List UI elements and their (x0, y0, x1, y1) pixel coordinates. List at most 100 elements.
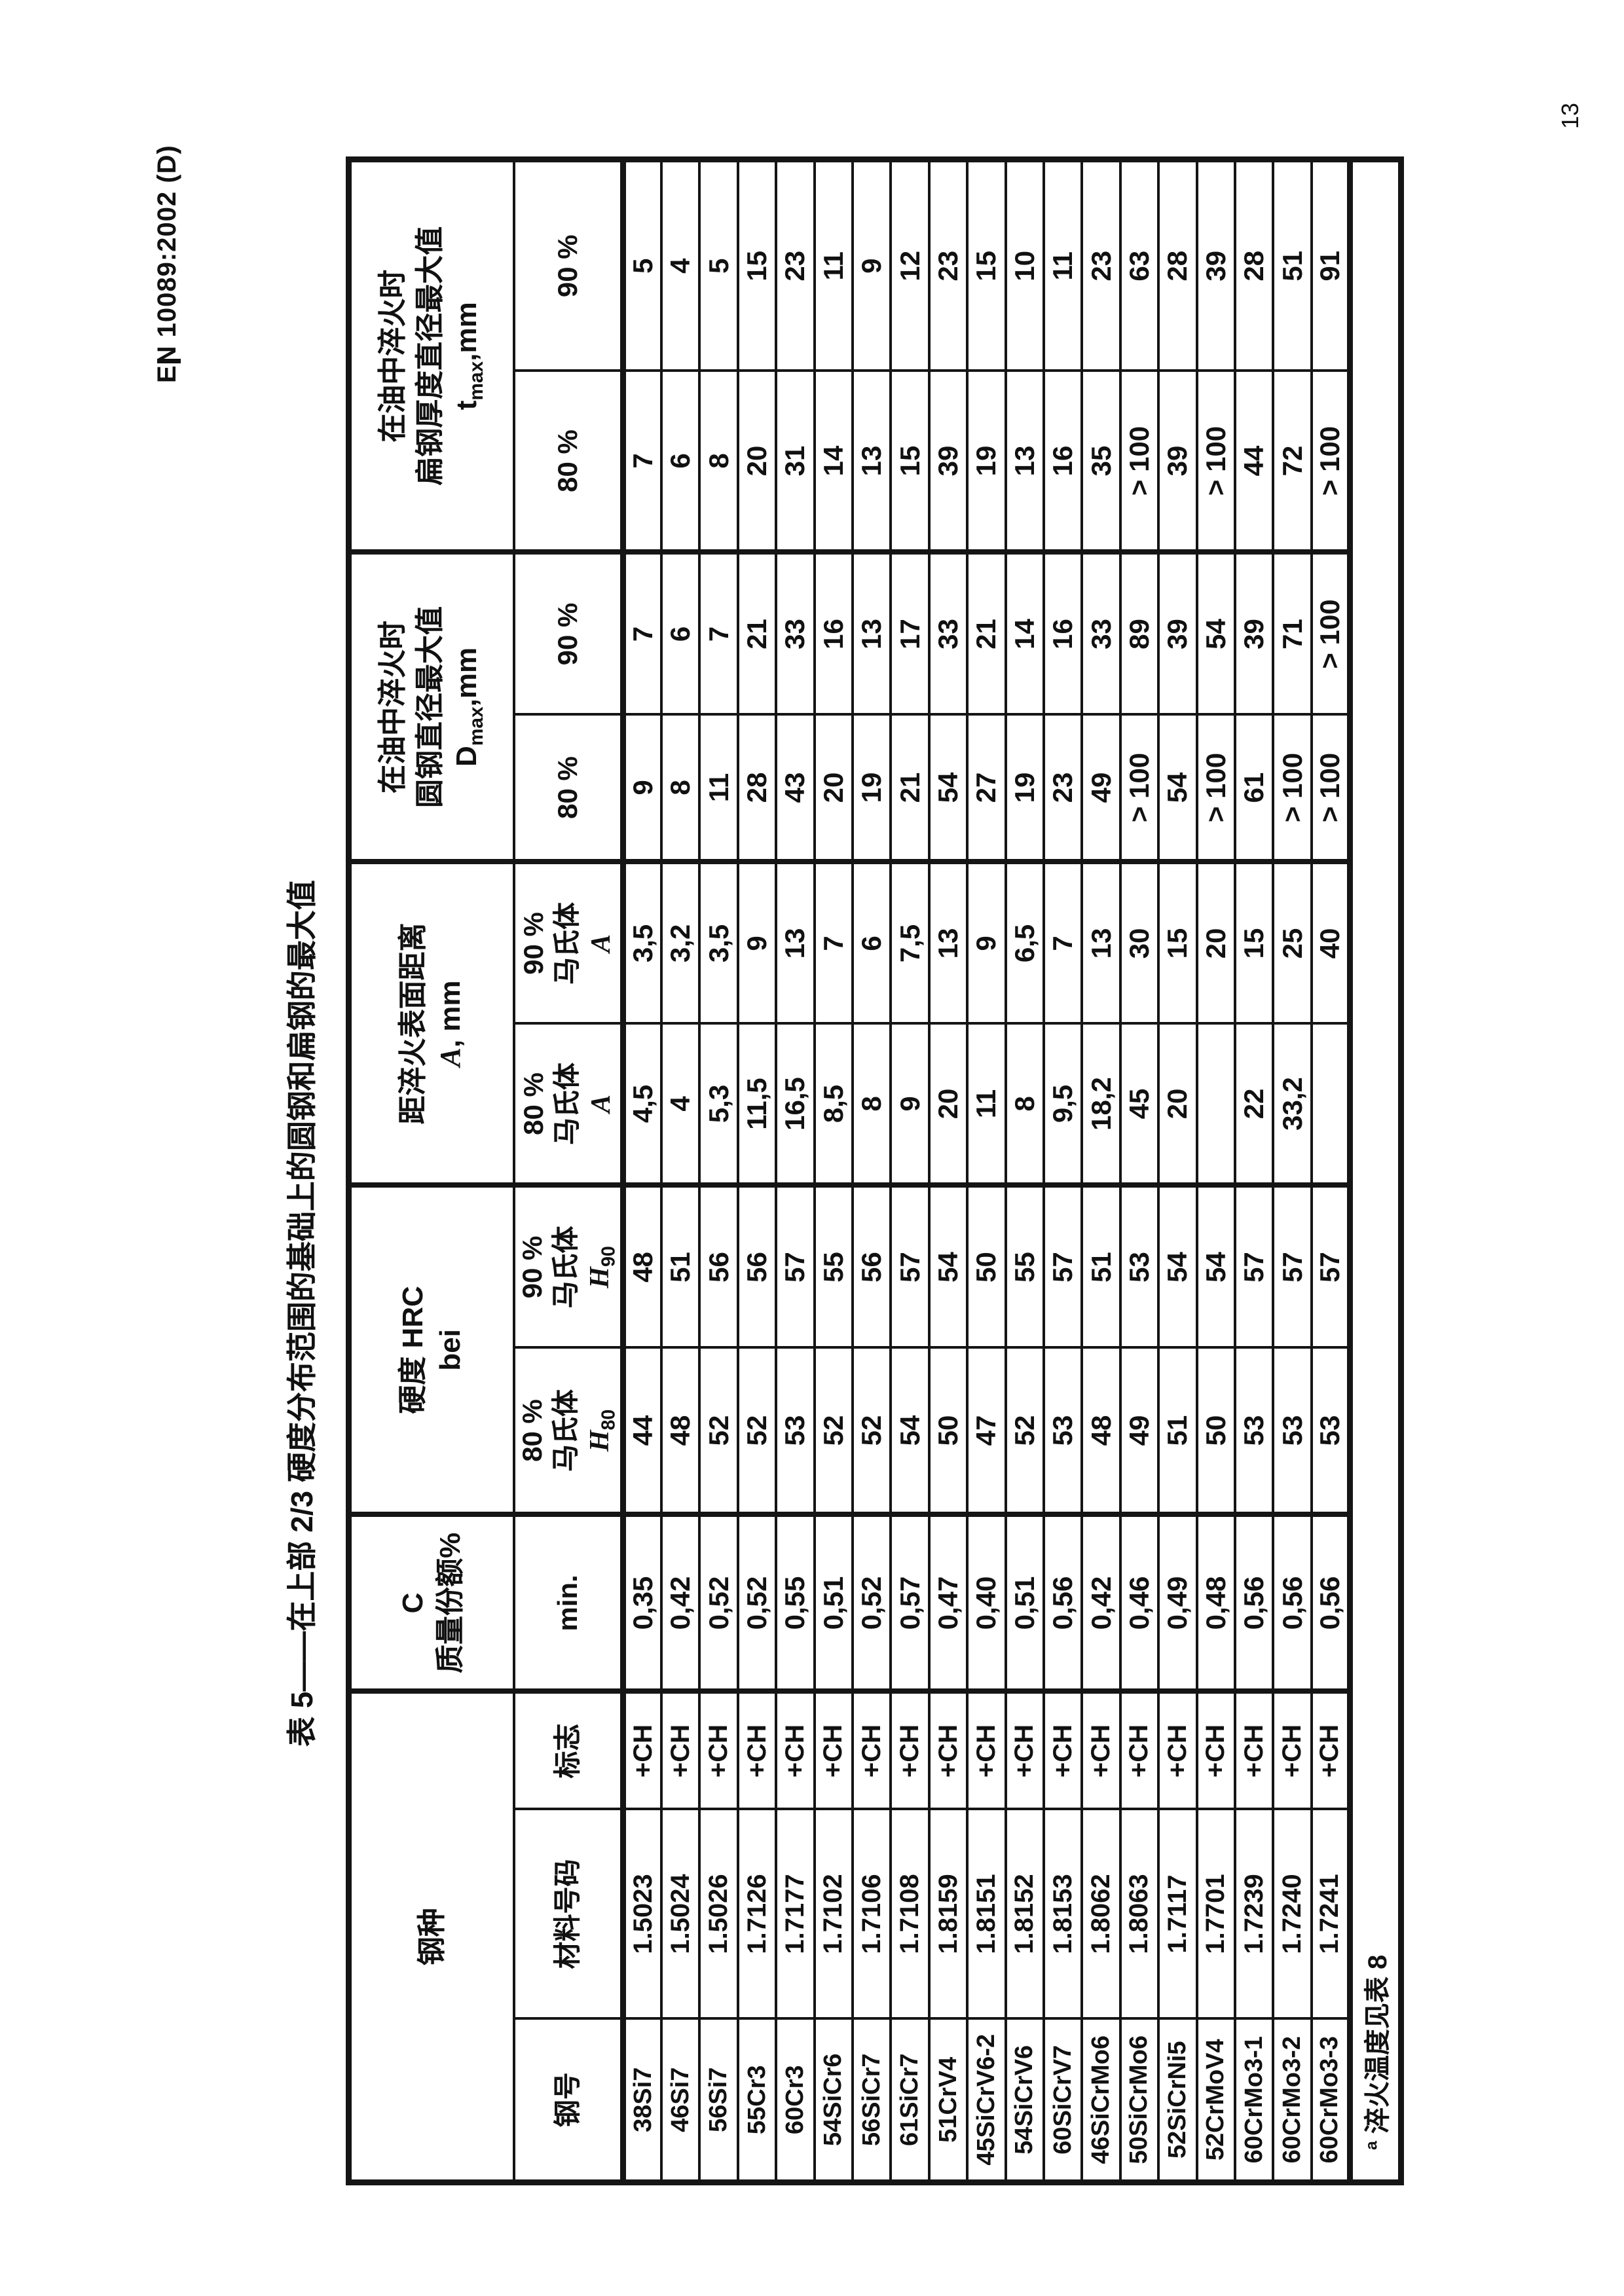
cell-t90: 12 (891, 159, 929, 371)
cell-mark: +CH (1273, 1691, 1312, 1810)
cell-name: 50SiCrMo6 (1120, 2018, 1159, 2183)
round-label-line3: Dmax,mm (449, 555, 489, 859)
cell-d90: 71 (1273, 552, 1312, 715)
cell-t80: 15 (891, 371, 929, 553)
cell-c_min: 0,42 (1082, 1514, 1120, 1692)
cell-a90: 15 (1158, 862, 1197, 1024)
cell-number: 1.7241 (1311, 1809, 1350, 2019)
cell-number: 1.8062 (1082, 1809, 1120, 2019)
cell-a80: 45 (1120, 1023, 1159, 1186)
cell-c_min: 0,51 (814, 1514, 853, 1692)
cell-t90: 10 (1005, 159, 1044, 371)
cell-a80 (1311, 1023, 1350, 1186)
cell-c_min: 0,56 (1044, 1514, 1082, 1692)
flat-label-line1: 在油中淬火时 (377, 269, 409, 443)
cell-c_min: 0,35 (623, 1514, 662, 1692)
cell-h80: 52 (1005, 1347, 1044, 1515)
cell-a90: 7,5 (891, 862, 929, 1024)
cell-d90: 33 (929, 552, 968, 715)
cell-a80: 16,5 (776, 1023, 815, 1186)
cell-mark: +CH (699, 1691, 738, 1810)
cell-a90: 9 (967, 862, 1006, 1024)
cell-a90: 25 (1273, 862, 1312, 1024)
cell-t90: 23 (776, 159, 815, 371)
cell-h80: 48 (1082, 1347, 1120, 1515)
table-row: 60CrMo3-2 1.7240 +CH 0,56 53 57 33,2 25 > 100 71 7… (1273, 159, 1312, 2183)
table-row: 61SiCr7 1.7108 +CH 0,57 54 57 9 7,5 21 17 15 12 (891, 159, 929, 2183)
cell-t80: 8 (699, 371, 738, 553)
cell-a80: 9 (891, 1023, 929, 1186)
scan-artifact (157, 359, 181, 363)
distance-label-line1: 距淬火表面距离 (397, 922, 430, 1125)
cell-mark: +CH (1044, 1691, 1082, 1810)
cell-h90: 56 (737, 1185, 777, 1348)
table-row: 50SiCrMo6 1.8063 +CH 0,46 49 53 45 30 > 100 89 > 1… (1120, 159, 1159, 2183)
cell-h80: 52 (814, 1347, 853, 1515)
cell-c_min: 0,40 (967, 1514, 1006, 1692)
cell-d80: > 100 (1120, 714, 1159, 862)
cell-c_min: 0,52 (853, 1514, 891, 1692)
h90-subscript: 90 (598, 1246, 619, 1267)
cell-h90: 57 (776, 1185, 815, 1348)
round-label-line2: 圆钢直径最大值 (413, 606, 446, 808)
table-row: 56Si7 1.5026 +CH 0,52 52 56 5,3 3,5 11 7 8 5 (699, 159, 738, 2183)
cell-a80: 4,5 (623, 1023, 662, 1186)
cell-h80: 54 (891, 1347, 929, 1515)
cell-t80: 13 (1005, 371, 1044, 553)
cell-mark: +CH (891, 1691, 929, 1810)
cell-t90: 11 (814, 159, 853, 371)
cell-t80: 13 (853, 371, 891, 553)
cell-mark: +CH (1120, 1691, 1159, 1810)
cell-mark: +CH (1234, 1691, 1274, 1810)
cell-number: 1.8159 (929, 1809, 968, 2019)
cell-d90: 39 (1158, 552, 1197, 715)
carbon-label-line1: C (397, 1592, 430, 1614)
cell-d90: 14 (1005, 552, 1044, 715)
a-symbol: A (434, 1048, 466, 1067)
table-row: 60CrMo3-1 1.7239 +CH 0,56 53 57 22 15 61 39 44 28 (1234, 159, 1274, 2183)
cell-a90: 15 (1234, 862, 1274, 1024)
cell-number: 1.7126 (737, 1809, 777, 2019)
d-subscript: max (465, 706, 487, 746)
cell-c_min: 0,52 (737, 1514, 777, 1692)
cell-mark: +CH (1082, 1691, 1120, 1810)
cell-h90: 51 (1082, 1185, 1120, 1348)
martensite-label: 马氏体 (549, 1389, 581, 1472)
cell-d80: 27 (967, 714, 1006, 862)
cell-t90: 15 (967, 159, 1006, 371)
table-row: 45SiCrV6-2 1.8151 +CH 0,40 47 50 11 9 27 21 19 15 (967, 159, 1006, 2183)
subheader-t90: 90 % (513, 159, 623, 371)
cell-a80: 11 (967, 1023, 1006, 1186)
cell-a80: 8,5 (814, 1023, 853, 1186)
cell-a90: 13 (929, 862, 968, 1024)
cell-d90: 17 (891, 552, 929, 715)
cell-h80: 53 (1273, 1347, 1312, 1515)
cell-mark: +CH (853, 1691, 891, 1810)
cell-h80: 48 (661, 1347, 700, 1515)
cell-a90: 7 (814, 862, 853, 1024)
cell-number: 1.5024 (661, 1809, 700, 2019)
footnote-row: a 淬火温度见表 8 (1350, 159, 1401, 2183)
subheader-a90: 90 % 马氏体 A (513, 862, 623, 1024)
cell-t90: 63 (1120, 159, 1159, 371)
h-symbol: H (584, 1430, 615, 1452)
subheader-h80: 80 % 马氏体 H80 (513, 1347, 623, 1515)
cell-d90: 89 (1120, 552, 1159, 715)
cell-t90: 28 (1158, 159, 1197, 371)
martensite-label: 马氏体 (551, 902, 583, 985)
cell-a80: 9,5 (1044, 1023, 1082, 1186)
cell-d80: > 100 (1311, 714, 1350, 862)
header-distance: 距淬火表面距离 A, mm (348, 862, 514, 1186)
cell-a80: 11,5 (737, 1023, 777, 1186)
cell-a90: 30 (1120, 862, 1159, 1024)
cell-a80: 22 (1234, 1023, 1274, 1186)
cell-t90: 51 (1273, 159, 1312, 371)
cell-h90: 57 (1234, 1185, 1274, 1348)
cell-d80: 20 (814, 714, 853, 862)
cell-name: 45SiCrV6-2 (967, 2018, 1006, 2183)
cell-d90: > 100 (1311, 552, 1350, 715)
cell-a90: 6,5 (1005, 862, 1044, 1024)
cell-name: 56Si7 (699, 2018, 738, 2183)
cell-t80: 39 (1158, 371, 1197, 553)
cell-h90: 57 (1311, 1185, 1350, 1348)
